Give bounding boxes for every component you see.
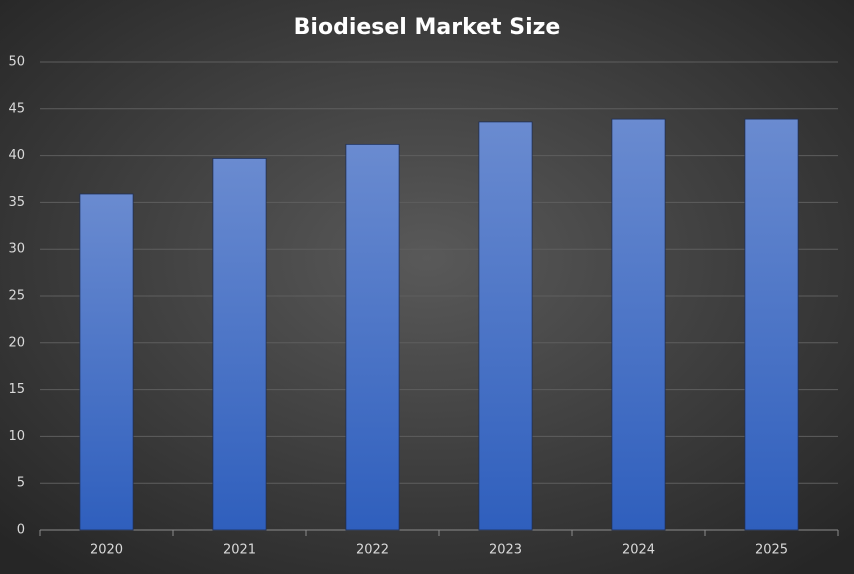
y-tick-label: 0 bbox=[17, 523, 25, 538]
y-tick-label: 25 bbox=[8, 289, 25, 304]
y-tick-label: 35 bbox=[8, 195, 25, 210]
bar bbox=[79, 193, 134, 531]
x-tick-label: 2023 bbox=[489, 543, 522, 558]
x-tick-label: 2021 bbox=[223, 543, 256, 558]
y-tick-label: 20 bbox=[8, 335, 25, 350]
bar bbox=[345, 143, 400, 531]
bar bbox=[212, 158, 267, 531]
y-tick-label: 5 bbox=[17, 476, 25, 491]
chart-title: Biodiesel Market Size bbox=[294, 15, 561, 40]
y-tick-label: 40 bbox=[8, 148, 25, 163]
x-tick-label: 2020 bbox=[90, 543, 123, 558]
x-tick-label: 2022 bbox=[356, 543, 389, 558]
y-tick-label: 30 bbox=[8, 242, 25, 257]
y-tick-label: 45 bbox=[8, 101, 25, 116]
y-tick-label: 10 bbox=[8, 429, 25, 444]
y-tick-label: 15 bbox=[8, 382, 25, 397]
x-tick-label: 2025 bbox=[755, 543, 788, 558]
bar bbox=[478, 121, 533, 531]
x-tick-label: 2024 bbox=[622, 543, 655, 558]
y-tick-label: 50 bbox=[8, 55, 25, 70]
bar bbox=[744, 118, 799, 531]
bar bbox=[611, 118, 666, 531]
